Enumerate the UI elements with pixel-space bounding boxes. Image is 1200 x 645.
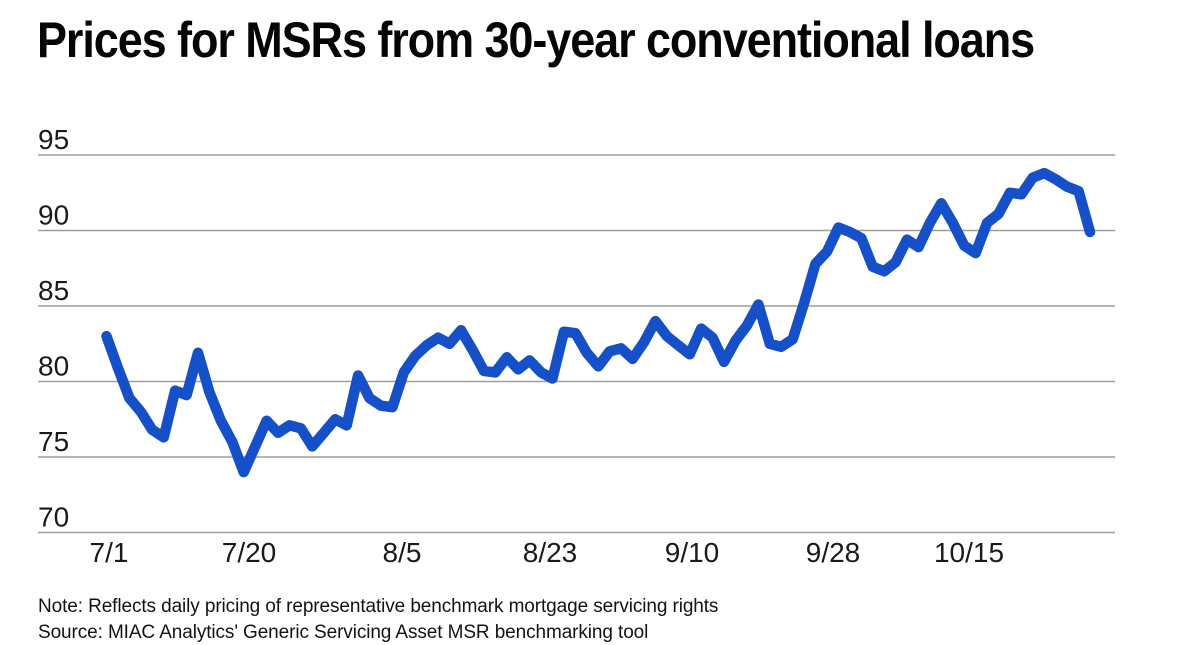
y-axis-tick-label: 95: [38, 124, 69, 155]
x-axis-tick-label: 10/15: [934, 537, 1004, 568]
x-axis-tick-label: 7/20: [222, 537, 277, 568]
x-axis-tick-label: 8/5: [383, 537, 422, 568]
x-axis-tick-label: 8/23: [523, 537, 578, 568]
price-line-series: [107, 173, 1091, 472]
note-text: Note: Reflects daily pricing of represen…: [38, 594, 718, 620]
y-axis-tick-label: 90: [38, 200, 69, 231]
x-axis-tick-label: 9/10: [665, 537, 720, 568]
source-text: Source: MIAC Analytics' Generic Servicin…: [38, 620, 718, 645]
y-axis-tick-label: 70: [38, 502, 69, 533]
chart-footnotes: Note: Reflects daily pricing of represen…: [38, 594, 718, 645]
y-axis-tick-label: 80: [38, 351, 69, 382]
x-axis-tick-label: 7/1: [90, 537, 129, 568]
chart-card: Prices for MSRs from 30-year conventiona…: [0, 0, 1200, 630]
line-chart: 70 75 80 85 90 95 7/1 7/20 8/5 8/23 9/10 9/28 10/15: [0, 0, 1200, 630]
x-axis-tick-label: 9/28: [806, 537, 861, 568]
y-axis-tick-label: 85: [38, 275, 69, 306]
y-axis-tick-label: 75: [38, 426, 69, 457]
